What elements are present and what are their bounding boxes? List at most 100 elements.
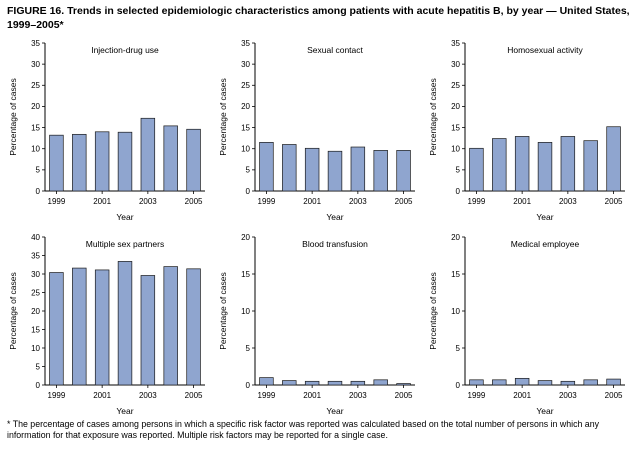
bar-2000	[72, 268, 87, 386]
chart-title: Multiple sex partners	[86, 239, 164, 249]
x-axis-label: Year	[536, 212, 553, 222]
y-tick-label: 5	[36, 166, 41, 175]
x-tick-label: 2001	[303, 197, 321, 206]
y-tick-label: 35	[241, 39, 250, 48]
chart-panel-medical-employee: 0 5 10 15 20 1999 2001 2003 2005 Medical employee…	[427, 229, 633, 417]
y-axis-label: Percentage of cases	[8, 79, 18, 157]
y-tick-label: 10	[31, 145, 40, 154]
x-tick-label: 2003	[139, 391, 157, 400]
y-tick-label: 25	[451, 81, 460, 90]
bar-2001	[304, 148, 320, 192]
bar-2003	[560, 381, 576, 386]
chart-multiple-sex-partners: 0 5 10 15 20 25 30 35 40 1999 2001 2003 2005 Multiple…	[8, 233, 205, 416]
figure-16: FIGURE 16. Trends in selected epidemiolo…	[7, 5, 633, 440]
bar-1999	[469, 148, 484, 192]
chart-injection-drug-use: 0 5 10 15 20 25 30 35 1999 2001 2003 2005 Injection-…	[8, 39, 205, 222]
y-tick-label: 35	[31, 39, 40, 48]
bar-2005	[396, 383, 411, 386]
y-axis-label: Percentage of cases	[8, 273, 18, 351]
bar-1999	[49, 135, 64, 192]
y-tick-label: 0	[456, 381, 461, 390]
x-tick-label: 1999	[48, 391, 66, 400]
chart-panel-homosexual-activity: 0 5 10 15 20 25 30 35 1999 2001 2003 2005 Homosexual…	[427, 35, 633, 223]
x-tick-label: 2003	[349, 197, 367, 206]
bar-2002	[327, 381, 343, 386]
bar-2002	[117, 132, 133, 192]
bar-2005	[186, 129, 201, 192]
bar-2000	[282, 380, 297, 386]
bar-2001	[94, 131, 110, 192]
y-tick-label: 15	[241, 124, 250, 133]
chart-panel-multiple-sex-partners: 0 5 10 15 20 25 30 35 40 1999 2001 2003 2005 Multiple…	[7, 229, 213, 417]
bar-1999	[259, 142, 274, 192]
bar-2000	[282, 144, 297, 192]
x-tick-label: 2003	[559, 391, 577, 400]
bar-2003	[140, 118, 156, 192]
y-axis-label: Percentage of cases	[428, 79, 438, 157]
bar-2000	[72, 134, 87, 192]
y-tick-label: 25	[31, 289, 40, 298]
x-tick-label: 2005	[605, 391, 623, 400]
x-axis-label: Year	[326, 406, 343, 416]
x-tick-label: 2001	[303, 391, 321, 400]
y-tick-label: 10	[451, 145, 460, 154]
chart-title: Homosexual activity	[507, 45, 583, 55]
bar-2004	[163, 266, 178, 386]
y-tick-label: 20	[31, 103, 40, 112]
chart-panel-blood-transfusion: 0 5 10 15 20 1999 2001 2003 2005 Blood transfusio…	[217, 229, 423, 417]
x-tick-label: 2003	[139, 197, 157, 206]
chart-homosexual-activity: 0 5 10 15 20 25 30 35 1999 2001 2003 2005 Homosexual…	[428, 39, 625, 222]
y-tick-label: 25	[31, 81, 40, 90]
x-tick-label: 2003	[559, 197, 577, 206]
x-tick-label: 2005	[605, 197, 623, 206]
chart-title: Sexual contact	[307, 45, 363, 55]
bar-2001	[514, 136, 530, 192]
y-axis-label: Percentage of cases	[428, 273, 438, 351]
y-tick-label: 15	[451, 124, 460, 133]
y-tick-label: 30	[31, 60, 40, 69]
bar-1999	[49, 272, 64, 386]
bar-2005	[186, 268, 201, 386]
y-tick-label: 30	[451, 60, 460, 69]
x-tick-label: 2005	[185, 391, 203, 400]
y-tick-label: 20	[241, 103, 250, 112]
y-tick-label: 5	[456, 344, 461, 353]
bar-2004	[373, 379, 388, 386]
y-tick-label: 0	[36, 381, 41, 390]
charts-grid: 0 5 10 15 20 25 30 35 1999 2001 2003 2005 Injection-…	[7, 35, 633, 417]
x-tick-label: 2003	[349, 391, 367, 400]
x-tick-label: 2005	[395, 197, 413, 206]
y-tick-label: 0	[456, 187, 461, 196]
y-tick-label: 0	[246, 187, 251, 196]
bar-2000	[492, 379, 507, 386]
y-tick-label: 5	[246, 166, 251, 175]
x-tick-label: 2005	[185, 197, 203, 206]
y-tick-label: 40	[31, 233, 40, 242]
y-tick-label: 10	[31, 344, 40, 353]
bar-2004	[163, 125, 178, 192]
x-tick-label: 1999	[468, 197, 486, 206]
bar-1999	[259, 377, 274, 386]
y-tick-label: 5	[36, 363, 41, 372]
chart-title: Injection-drug use	[91, 45, 159, 55]
figure-title: FIGURE 16. Trends in selected epidemiolo…	[7, 5, 630, 31]
y-tick-label: 0	[246, 381, 251, 390]
chart-panel-injection-drug-use: 0 5 10 15 20 25 30 35 1999 2001 2003 2005 Injection-…	[7, 35, 213, 223]
bar-2002	[117, 261, 133, 386]
bar-2004	[373, 150, 388, 192]
x-tick-label: 2005	[395, 391, 413, 400]
y-axis-label: Percentage of cases	[218, 79, 228, 157]
y-tick-label: 0	[36, 187, 41, 196]
y-tick-label: 20	[31, 307, 40, 316]
bar-2005	[396, 150, 411, 192]
chart-medical-employee: 0 5 10 15 20 1999 2001 2003 2005 Medical employee…	[428, 233, 625, 416]
x-tick-label: 1999	[258, 197, 276, 206]
bar-2000	[492, 138, 507, 192]
bar-2003	[560, 136, 576, 192]
y-tick-label: 20	[451, 103, 460, 112]
y-tick-label: 30	[31, 270, 40, 279]
bar-2002	[537, 142, 553, 192]
x-tick-label: 1999	[258, 391, 276, 400]
y-tick-label: 20	[451, 233, 460, 242]
bar-2004	[583, 379, 598, 386]
